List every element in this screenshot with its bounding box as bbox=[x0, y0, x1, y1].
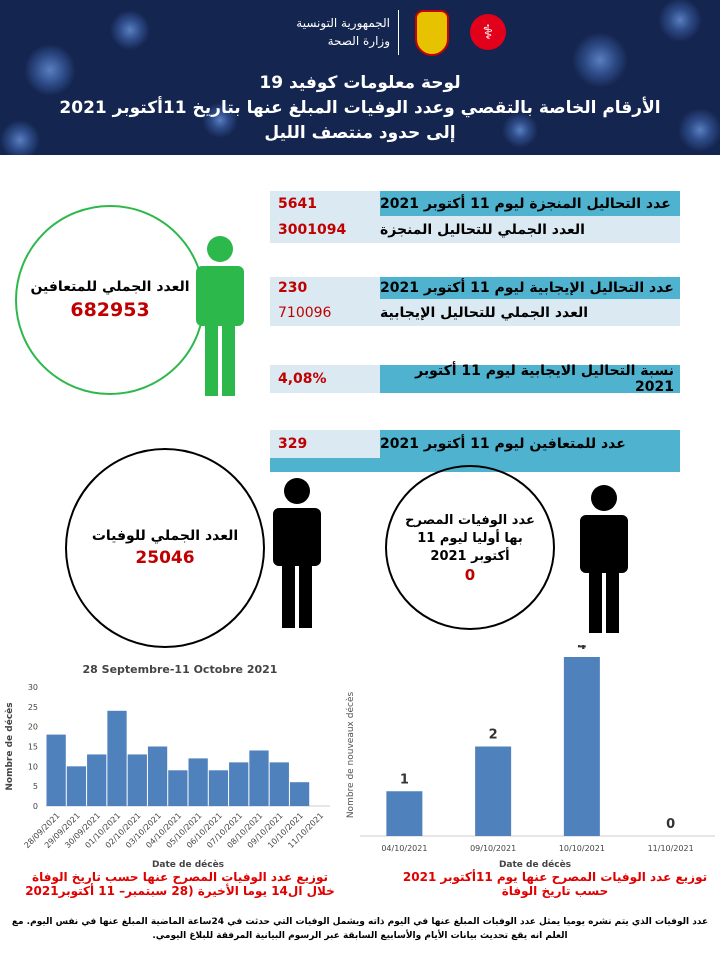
x-axis-label: Date de décès bbox=[152, 859, 224, 870]
y-tick-label: 15 bbox=[28, 743, 38, 752]
stat-row-positive-today: 230 عدد التحاليل الإيجابية ليوم 11 أكتوب… bbox=[270, 277, 680, 299]
stat-label: العدد الجملي للتحاليل المنجزة bbox=[380, 221, 585, 238]
deaths-14-days-chart: 28 Septembre-11 Octobre 2021 0 5 10 15 20 25 30… bbox=[4, 663, 330, 870]
footnote: عدد الوفيات الذي يتم نشره يوميا يمثل عدد… bbox=[11, 917, 709, 941]
chart-title: 28 Septembre-11 Octobre 2021 bbox=[83, 663, 278, 676]
bar bbox=[229, 762, 249, 806]
stat-label: العدد الجملي للتحاليل الإيجابية bbox=[380, 304, 589, 321]
deaths-today-circle: عدد الوفيات المصرح بها أوليا ليوم 11 أكت… bbox=[385, 465, 555, 630]
chart1-caption: توزيع عدد الوفيات المصرح عنها حسب تاريخ … bbox=[25, 870, 335, 898]
bar bbox=[147, 746, 168, 806]
recovered-total-circle: العدد الجملي للمتعافين 682953 bbox=[15, 205, 205, 395]
green-person-icon bbox=[196, 236, 244, 396]
y-tick-label: 30 bbox=[28, 683, 38, 692]
header-banner: الجمهورية التونسية وزارة الصحة ⚕ لوحة مع… bbox=[0, 0, 720, 155]
stat-value: 230 bbox=[270, 277, 380, 299]
bar bbox=[208, 770, 229, 806]
black-person-icon bbox=[273, 478, 321, 628]
data-label: 1 bbox=[400, 772, 409, 787]
y-tick-label: 10 bbox=[28, 762, 38, 771]
republic-name: الجمهورية التونسية bbox=[296, 16, 390, 30]
stat-row-positivity-rate: 4,08% نسبة التحاليل الايجابية ليوم 11 أك… bbox=[270, 363, 680, 395]
bar bbox=[87, 754, 107, 806]
x-tick-label: 10/10/2021 bbox=[559, 844, 605, 853]
chart2-caption: توزيع عدد الوفيات المصرح عنها يوم 11أكتو… bbox=[402, 870, 708, 898]
bar bbox=[289, 782, 310, 806]
bar bbox=[46, 734, 66, 806]
dashboard-subtitle: الأرقام الخاصة بالتقصي وعدد الوفيات المب… bbox=[59, 98, 661, 118]
y-axis-label: Nombre de nouveaux décès bbox=[345, 692, 356, 819]
bar bbox=[168, 770, 188, 806]
deaths-today-label: عدد الوفيات المصرح بها أوليا ليوم 11 أكت… bbox=[405, 512, 535, 564]
bar bbox=[66, 766, 87, 806]
bar bbox=[386, 791, 423, 836]
stat-value: 4,08% bbox=[270, 365, 380, 393]
y-tick-label: 20 bbox=[28, 723, 38, 732]
stat-label: عدد التحاليل المنجزة ليوم 11 أكتوبر 2021 bbox=[380, 195, 671, 212]
y-tick-label: 0 bbox=[33, 802, 38, 811]
data-label: 0 bbox=[666, 817, 675, 832]
stat-value: 5641 bbox=[270, 191, 380, 216]
stat-row-positive-total: 710096 العدد الجملي للتحاليل الإيجابية bbox=[270, 299, 680, 326]
stat-label: عدد للمتعافين ليوم 11 أكتوبر 2021 bbox=[380, 436, 626, 452]
stat-label: عدد التحاليل الإيجابية ليوم 11 أكتوبر 20… bbox=[380, 280, 674, 296]
data-label: 4 bbox=[577, 645, 586, 653]
bar bbox=[249, 750, 269, 806]
x-tick-label: 11/10/2021 bbox=[648, 844, 694, 853]
bar bbox=[475, 746, 512, 836]
bar bbox=[188, 758, 208, 806]
y-axis-label: Nombre de décès bbox=[4, 702, 15, 790]
stat-row-tests-total: 3001094 العدد الجملي للتحاليل المنجزة bbox=[270, 216, 680, 243]
deaths-total-value: 25046 bbox=[135, 548, 195, 568]
stat-value: 3001094 bbox=[278, 221, 347, 238]
stat-value: 329 bbox=[270, 430, 380, 458]
stat-row-recovered-today: 329 عدد للمتعافين ليوم 11 أكتوبر 2021 bbox=[270, 430, 680, 472]
bar bbox=[107, 710, 127, 806]
ministry-name: وزارة الصحة bbox=[327, 34, 390, 48]
stat-label: نسبة التحاليل الايجابية ليوم 11 أكتوبر 2… bbox=[415, 363, 674, 395]
deaths-today-by-date-chart: 1 04/10/2021 2 09/10/2021 4 10/10/2021 0 11/10/… bbox=[345, 645, 715, 870]
divider bbox=[398, 10, 399, 55]
bar bbox=[127, 754, 147, 806]
recovered-value: 682953 bbox=[70, 299, 150, 321]
deaths-total-label: العدد الجملي للوفيات bbox=[91, 528, 239, 544]
recovered-label: العدد الجملي للمتعافين bbox=[30, 279, 190, 295]
bar bbox=[269, 762, 289, 806]
x-axis-label: Date de décès bbox=[499, 859, 571, 870]
x-tick-label: 04/10/2021 bbox=[381, 844, 427, 853]
y-tick-label: 5 bbox=[33, 782, 38, 791]
health-logo-icon: ⚕ bbox=[470, 14, 506, 50]
stat-row-tests-today: 5641 عدد التحاليل المنجزة ليوم 11 أكتوبر… bbox=[270, 191, 680, 216]
dashboard-note: إلى حدود منتصف الليل bbox=[264, 123, 456, 143]
y-tick-label: 25 bbox=[28, 703, 38, 712]
deaths-today-value: 0 bbox=[464, 565, 476, 584]
data-label: 2 bbox=[489, 728, 498, 743]
x-tick-label: 09/10/2021 bbox=[470, 844, 516, 853]
bar bbox=[563, 657, 600, 836]
black-person-icon bbox=[580, 485, 628, 633]
tunisia-emblem-icon bbox=[415, 10, 449, 56]
dashboard-title: لوحة معلومات كوفيد 19 bbox=[259, 73, 461, 93]
stat-value: 710096 bbox=[278, 304, 332, 321]
ministry-text: الجمهورية التونسية وزارة الصحة bbox=[280, 14, 390, 50]
deaths-total-circle: العدد الجملي للوفيات 25046 bbox=[65, 448, 265, 648]
